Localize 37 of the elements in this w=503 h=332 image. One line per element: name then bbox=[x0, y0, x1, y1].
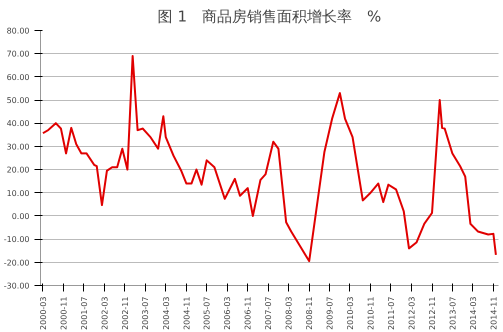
x-tick-label: 2013-07 bbox=[448, 296, 458, 330]
y-tick-label: 70.00 bbox=[6, 50, 30, 59]
x-tick-label: 2002-11 bbox=[120, 296, 130, 330]
y-tick-label: 30.00 bbox=[6, 142, 30, 152]
x-tick-label: 2010-03 bbox=[346, 296, 355, 330]
y-tick-label: 40.00 bbox=[6, 119, 30, 128]
x-tick-label: 2002-03 bbox=[100, 296, 110, 330]
x-tick-label: 2012-11 bbox=[428, 296, 438, 330]
x-tick-label: 2012-03 bbox=[407, 296, 416, 330]
x-tick-label: 2005-07 bbox=[202, 296, 212, 330]
x-tick-label: 2003-07 bbox=[141, 296, 150, 330]
y-tick-label: 80.00 bbox=[6, 26, 30, 36]
x-tick-label: 2001-07 bbox=[80, 296, 89, 330]
y-tick-label: 0.00 bbox=[12, 212, 30, 221]
x-tick-label: 2004-11 bbox=[182, 296, 192, 330]
y-tick-label: -30.00 bbox=[4, 282, 30, 290]
x-tick-label: 2000-03 bbox=[38, 296, 48, 330]
x-tick-label: 2008-11 bbox=[305, 296, 314, 330]
y-tick-label: -10.00 bbox=[4, 235, 30, 244]
x-tick-label: 2000-11 bbox=[60, 296, 69, 330]
y-tick-label: 10.00 bbox=[6, 188, 30, 198]
x-tick-label: 2006-03 bbox=[223, 296, 232, 330]
x-tick-label: 2010-11 bbox=[366, 296, 376, 330]
x-tick-label: 2009-07 bbox=[326, 296, 335, 330]
y-tick-label: 60.00 bbox=[6, 72, 30, 82]
x-tick-label: 2004-03 bbox=[162, 296, 171, 330]
y-tick-label: 50.00 bbox=[6, 96, 30, 106]
x-tick-label: 2011-07 bbox=[386, 296, 396, 330]
y-tick-label: 20.00 bbox=[6, 166, 30, 175]
x-tick-label: 2008-03 bbox=[284, 296, 294, 330]
chart-title: 图 1 商品房销售面积增长率 % bbox=[158, 8, 382, 26]
line-series bbox=[42, 55, 497, 262]
x-tick-label: 2007-07 bbox=[264, 296, 274, 330]
x-tick-label: 2014-03 bbox=[468, 296, 478, 330]
x-tick-label: 2006-11 bbox=[244, 296, 253, 330]
x-tick-label: 2014-11 bbox=[489, 296, 498, 330]
y-tick-label: -20.00 bbox=[4, 258, 30, 268]
